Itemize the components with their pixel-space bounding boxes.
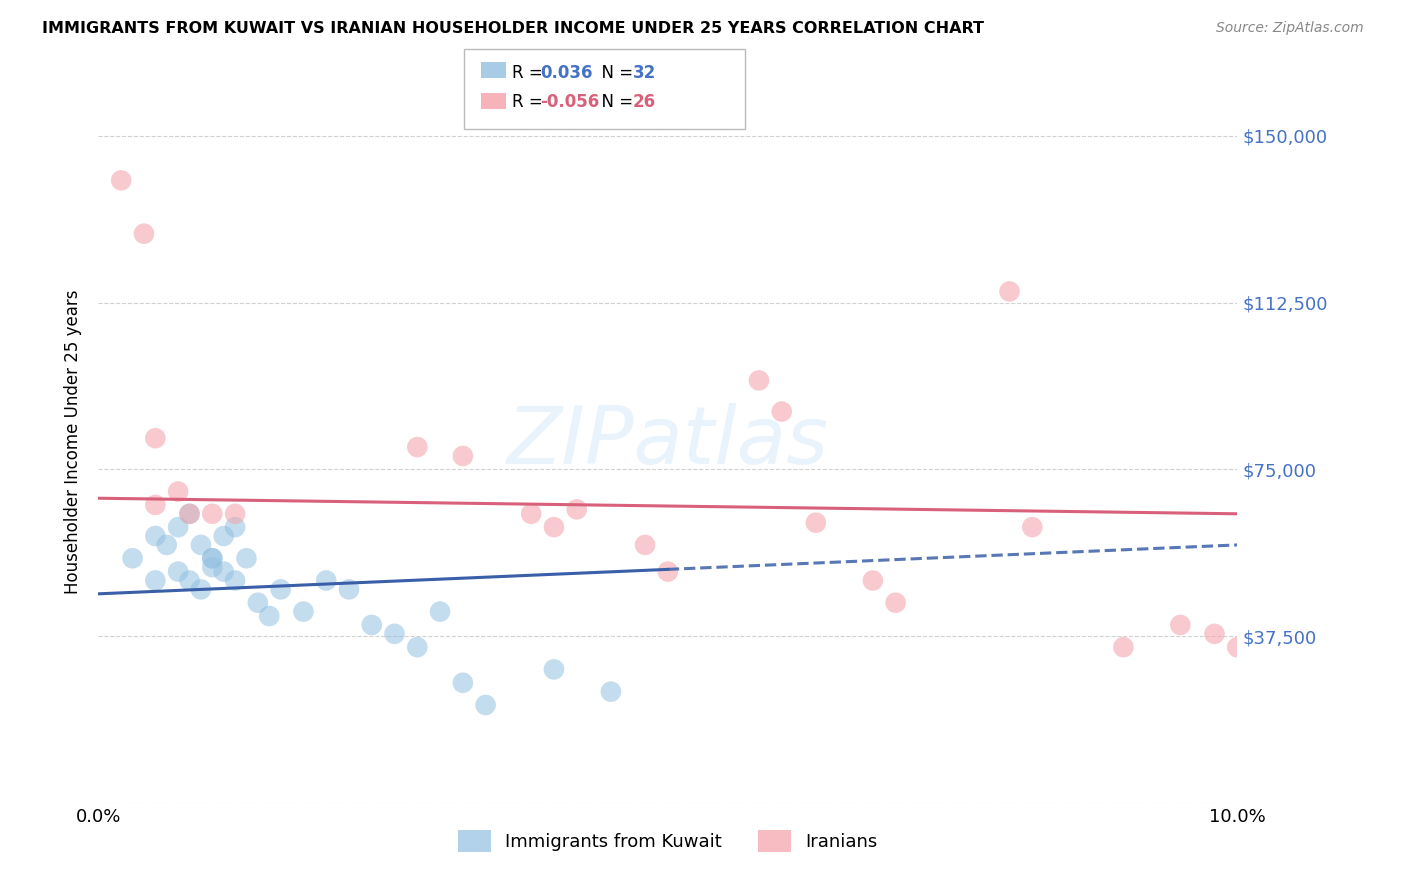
- Point: [360, 618, 382, 632]
- Point: [1204, 627, 1226, 641]
- Point: [224, 520, 246, 534]
- Point: [246, 596, 269, 610]
- Text: N =: N =: [591, 64, 638, 82]
- Point: [748, 373, 770, 387]
- Point: [212, 565, 235, 579]
- Text: 26: 26: [633, 93, 655, 111]
- Point: [998, 285, 1021, 299]
- Legend: Immigrants from Kuwait, Iranians: Immigrants from Kuwait, Iranians: [451, 822, 884, 859]
- Point: [145, 431, 167, 445]
- Point: [337, 582, 360, 597]
- Point: [167, 484, 190, 499]
- Point: [804, 516, 827, 530]
- Point: [259, 609, 281, 624]
- Point: [543, 662, 565, 676]
- Point: [190, 538, 212, 552]
- Point: [179, 507, 201, 521]
- Point: [201, 507, 224, 521]
- Point: [179, 574, 201, 588]
- Point: [1021, 520, 1043, 534]
- Point: [179, 507, 201, 521]
- Point: [406, 440, 429, 454]
- Point: [1112, 640, 1135, 655]
- Point: [1170, 618, 1192, 632]
- Point: [565, 502, 588, 516]
- Point: [201, 560, 224, 574]
- Point: [315, 574, 337, 588]
- Point: [474, 698, 496, 712]
- Point: [167, 520, 190, 534]
- Point: [145, 498, 167, 512]
- Point: [145, 529, 167, 543]
- Point: [121, 551, 143, 566]
- Point: [600, 684, 623, 698]
- Point: [429, 605, 451, 619]
- Text: R =: R =: [512, 93, 548, 111]
- Point: [451, 449, 474, 463]
- Point: [224, 574, 246, 588]
- Text: ZIPatlas: ZIPatlas: [506, 402, 830, 481]
- Point: [156, 538, 179, 552]
- Point: [110, 173, 132, 187]
- Point: [190, 582, 212, 597]
- Point: [1226, 640, 1249, 655]
- Point: [384, 627, 406, 641]
- Point: [406, 640, 429, 655]
- Text: 0.036: 0.036: [540, 64, 592, 82]
- Text: IMMIGRANTS FROM KUWAIT VS IRANIAN HOUSEHOLDER INCOME UNDER 25 YEARS CORRELATION : IMMIGRANTS FROM KUWAIT VS IRANIAN HOUSEH…: [42, 21, 984, 36]
- Point: [132, 227, 155, 241]
- Point: [884, 596, 907, 610]
- Point: [201, 551, 224, 566]
- Point: [270, 582, 292, 597]
- Point: [770, 404, 793, 418]
- Point: [167, 565, 190, 579]
- Point: [292, 605, 315, 619]
- Text: 32: 32: [633, 64, 657, 82]
- Point: [235, 551, 257, 566]
- Point: [212, 529, 235, 543]
- Y-axis label: Householder Income Under 25 years: Householder Income Under 25 years: [65, 289, 83, 594]
- Point: [657, 565, 679, 579]
- Point: [543, 520, 565, 534]
- Text: -0.056: -0.056: [540, 93, 599, 111]
- Point: [451, 675, 474, 690]
- Point: [634, 538, 657, 552]
- Point: [862, 574, 884, 588]
- Point: [201, 551, 224, 566]
- Text: R =: R =: [512, 64, 548, 82]
- Text: Source: ZipAtlas.com: Source: ZipAtlas.com: [1216, 21, 1364, 35]
- Point: [520, 507, 543, 521]
- Point: [224, 507, 246, 521]
- Point: [145, 574, 167, 588]
- Text: N =: N =: [591, 93, 638, 111]
